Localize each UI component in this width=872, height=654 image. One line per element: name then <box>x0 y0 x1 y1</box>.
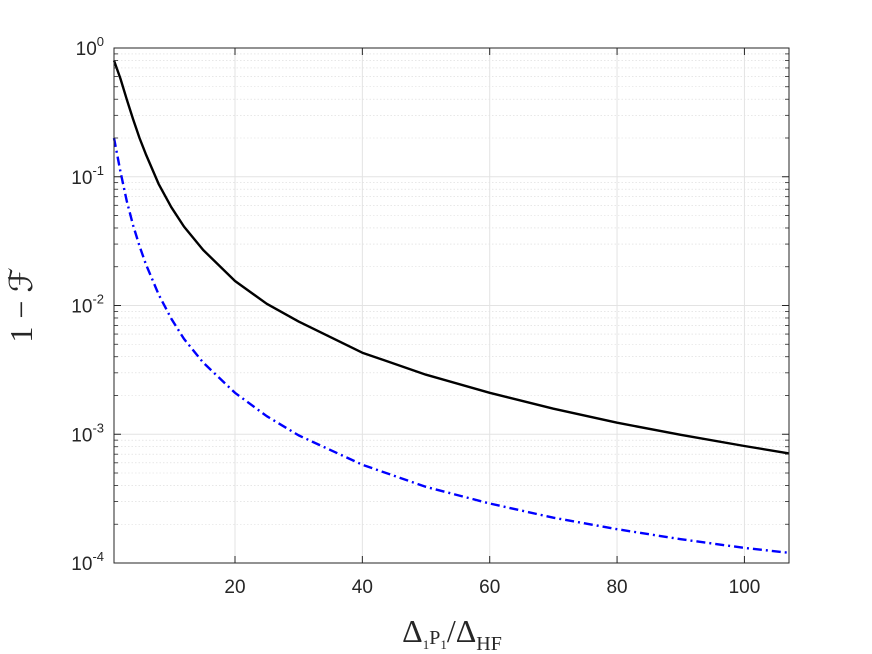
y-tick-label: 10-3 <box>71 420 104 446</box>
series-layer <box>112 60 790 554</box>
y-tick-base: 10 <box>71 168 92 189</box>
y-tick-exponent: -3 <box>92 420 104 435</box>
y-tick-label: 10-2 <box>71 292 104 318</box>
y-tick-base: 10 <box>71 297 92 318</box>
x-tick-label: 100 <box>729 577 761 598</box>
y-tick-exponent: -4 <box>92 549 104 564</box>
x-tick-label: 60 <box>479 577 500 598</box>
series-line-2 <box>112 137 790 554</box>
y-axis-label: 1 − ℱ <box>3 267 39 342</box>
y-tick-label: 10-4 <box>71 549 104 575</box>
x-tick-label: 80 <box>606 577 627 598</box>
y-tick-base: 10 <box>71 554 92 575</box>
y-tick-base: 10 <box>76 39 97 60</box>
x-tick-label: 20 <box>224 577 245 598</box>
x-tick-labels: 20 40 60 80 100 <box>224 577 760 598</box>
y-tick-base: 10 <box>71 425 92 446</box>
x-tick-label: 40 <box>352 577 373 598</box>
y-tick-exponent: 0 <box>97 34 104 49</box>
y-tick-label: 10-1 <box>71 163 104 189</box>
y-tick-label: 100 <box>76 34 104 60</box>
x-axis-label: Δ1P1/ΔHF <box>402 613 502 654</box>
minor-grid <box>114 53 789 525</box>
series-line-1 <box>112 60 790 455</box>
tick-marks <box>114 47 789 564</box>
y-tick-exponent: -2 <box>92 292 104 307</box>
y-tick-exponent: -1 <box>92 163 104 178</box>
